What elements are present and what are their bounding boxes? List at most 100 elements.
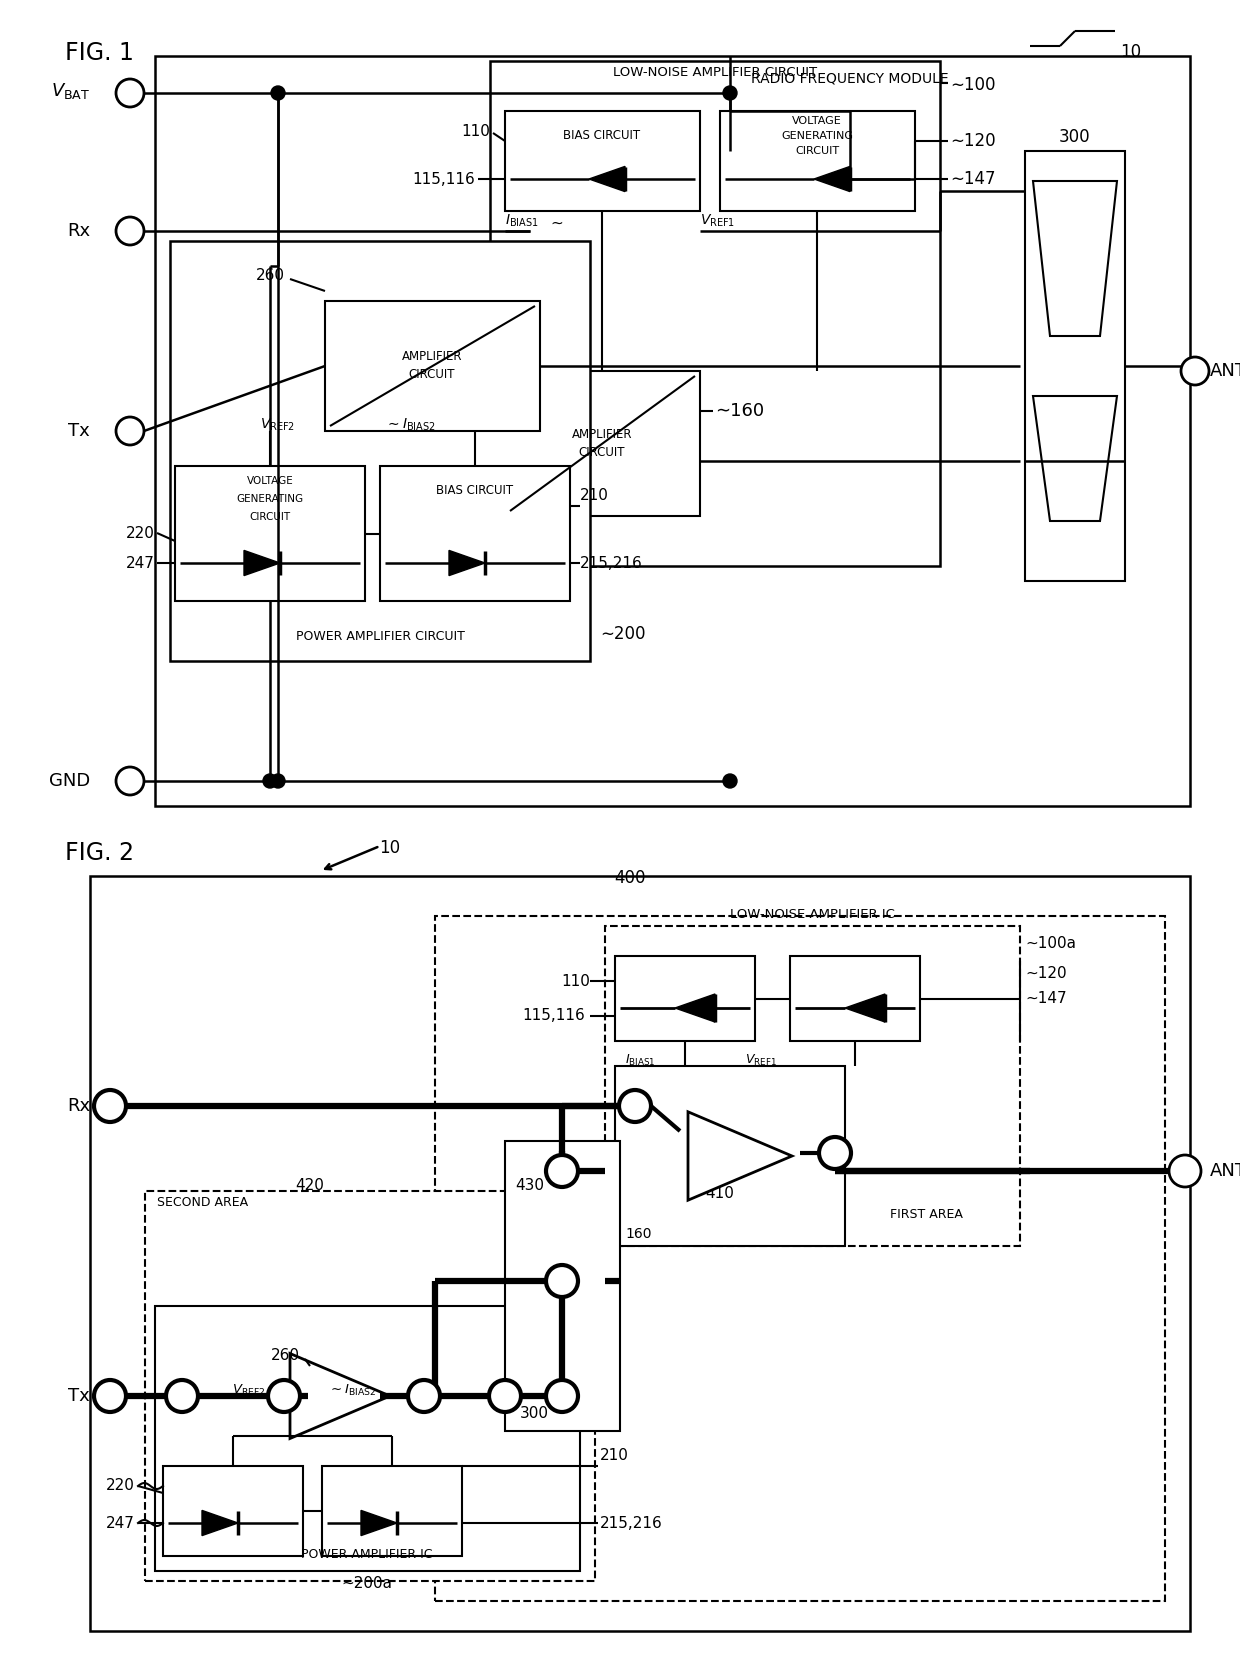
Bar [145, 1191, 595, 1581]
Text: ∼: ∼ [551, 216, 563, 231]
Text: ∼100a: ∼100a [1025, 937, 1076, 952]
Polygon shape [844, 993, 885, 1022]
Circle shape [1169, 1154, 1202, 1188]
Polygon shape [244, 550, 280, 576]
Text: 115,116: 115,116 [412, 171, 475, 186]
Text: AMPLIFIER: AMPLIFIER [572, 427, 632, 440]
Text: GND: GND [48, 772, 91, 791]
Text: 115,116: 115,116 [522, 1008, 585, 1023]
Text: CIRCUIT: CIRCUIT [409, 367, 455, 380]
Text: 300: 300 [520, 1405, 549, 1422]
Text: Rx: Rx [67, 1096, 91, 1115]
Bar [435, 915, 1166, 1601]
Text: VOLTAGE: VOLTAGE [792, 116, 842, 126]
Text: 300: 300 [1059, 128, 1091, 146]
Text: ∼100: ∼100 [950, 76, 996, 95]
Bar [91, 875, 1190, 1631]
Circle shape [818, 1138, 851, 1169]
Bar [322, 1467, 463, 1556]
Text: 160: 160 [625, 1227, 651, 1241]
Polygon shape [675, 993, 715, 1022]
Polygon shape [202, 1510, 238, 1536]
Text: GENERATING: GENERATING [237, 493, 304, 503]
Text: 10: 10 [379, 839, 401, 857]
Text: $I_{\rm BIAS1}$: $I_{\rm BIAS1}$ [505, 213, 538, 229]
Text: 247: 247 [126, 555, 155, 570]
Text: ∼147: ∼147 [1025, 992, 1066, 1007]
Text: ∼120: ∼120 [1025, 967, 1066, 982]
Circle shape [94, 1090, 126, 1121]
Circle shape [272, 86, 285, 100]
Circle shape [619, 1090, 651, 1121]
Polygon shape [1033, 181, 1117, 336]
Polygon shape [813, 166, 849, 191]
Text: 260: 260 [272, 1349, 300, 1364]
Bar [720, 111, 915, 211]
Text: ∼160: ∼160 [715, 402, 764, 420]
Text: 110: 110 [562, 973, 590, 988]
Text: Rx: Rx [67, 223, 91, 239]
Bar [379, 467, 570, 601]
Circle shape [117, 80, 144, 106]
Text: $V_{\rm BAT}$: $V_{\rm BAT}$ [51, 81, 91, 101]
Text: 220: 220 [107, 1478, 135, 1493]
Circle shape [723, 774, 737, 787]
Circle shape [117, 218, 144, 246]
Text: BIAS CIRCUIT: BIAS CIRCUIT [563, 130, 641, 141]
Bar [505, 370, 701, 517]
Circle shape [546, 1380, 578, 1412]
Text: GENERATING: GENERATING [781, 131, 853, 141]
Circle shape [546, 1154, 578, 1188]
Text: CIRCUIT: CIRCUIT [249, 512, 290, 522]
Text: 400: 400 [614, 869, 646, 887]
Bar [162, 1467, 303, 1556]
Text: $I_{\rm BIAS1}$: $I_{\rm BIAS1}$ [625, 1053, 656, 1068]
Bar [505, 111, 701, 211]
Bar [155, 1306, 580, 1571]
Circle shape [94, 1380, 126, 1412]
Bar [605, 925, 1021, 1246]
Text: POWER AMPLIFIER CIRCUIT: POWER AMPLIFIER CIRCUIT [295, 630, 465, 643]
Bar [1025, 151, 1125, 581]
Circle shape [546, 1266, 578, 1297]
Bar [615, 1066, 844, 1246]
Text: ∼147: ∼147 [950, 169, 996, 188]
Text: $V_{\rm REF1}$: $V_{\rm REF1}$ [701, 213, 735, 229]
Text: ∼120: ∼120 [950, 131, 996, 149]
Bar [505, 1141, 620, 1432]
Text: $V_{\rm REF2}$: $V_{\rm REF2}$ [260, 417, 295, 434]
Text: ANT: ANT [1210, 362, 1240, 380]
Circle shape [263, 774, 277, 787]
Text: POWER AMPLIFIER IC: POWER AMPLIFIER IC [301, 1548, 433, 1561]
Polygon shape [1033, 395, 1117, 522]
Text: SECOND AREA: SECOND AREA [157, 1196, 248, 1209]
Text: CIRCUIT: CIRCUIT [795, 146, 839, 156]
Text: $\sim I_{\rm BIAS2}$: $\sim I_{\rm BIAS2}$ [329, 1384, 377, 1399]
Bar [170, 241, 590, 661]
Text: Tx: Tx [68, 1387, 91, 1405]
Text: LOW-NOISE AMPLIFIER CIRCUIT: LOW-NOISE AMPLIFIER CIRCUIT [613, 66, 817, 80]
Bar [490, 61, 940, 566]
Text: 215,216: 215,216 [600, 1515, 662, 1530]
Text: 10: 10 [1120, 43, 1141, 61]
Bar [325, 301, 539, 430]
Text: FIG. 1: FIG. 1 [64, 42, 134, 65]
Text: 210: 210 [600, 1448, 629, 1463]
Text: 215,216: 215,216 [580, 555, 642, 570]
Text: $\sim I_{\rm BIAS2}$: $\sim I_{\rm BIAS2}$ [384, 417, 435, 434]
Circle shape [272, 774, 285, 787]
Text: 260: 260 [255, 269, 285, 284]
Text: 220: 220 [126, 525, 155, 540]
Text: 247: 247 [107, 1515, 135, 1530]
Bar [175, 467, 365, 601]
Text: 410: 410 [706, 1186, 734, 1201]
Circle shape [268, 1380, 300, 1412]
Circle shape [117, 767, 144, 796]
Circle shape [166, 1380, 198, 1412]
Text: $V_{\rm REF1}$: $V_{\rm REF1}$ [745, 1053, 777, 1068]
Text: FIG. 2: FIG. 2 [64, 840, 134, 865]
Bar [615, 957, 755, 1041]
Circle shape [723, 86, 737, 100]
Text: 210: 210 [580, 488, 609, 503]
Text: ANT: ANT [1210, 1163, 1240, 1179]
